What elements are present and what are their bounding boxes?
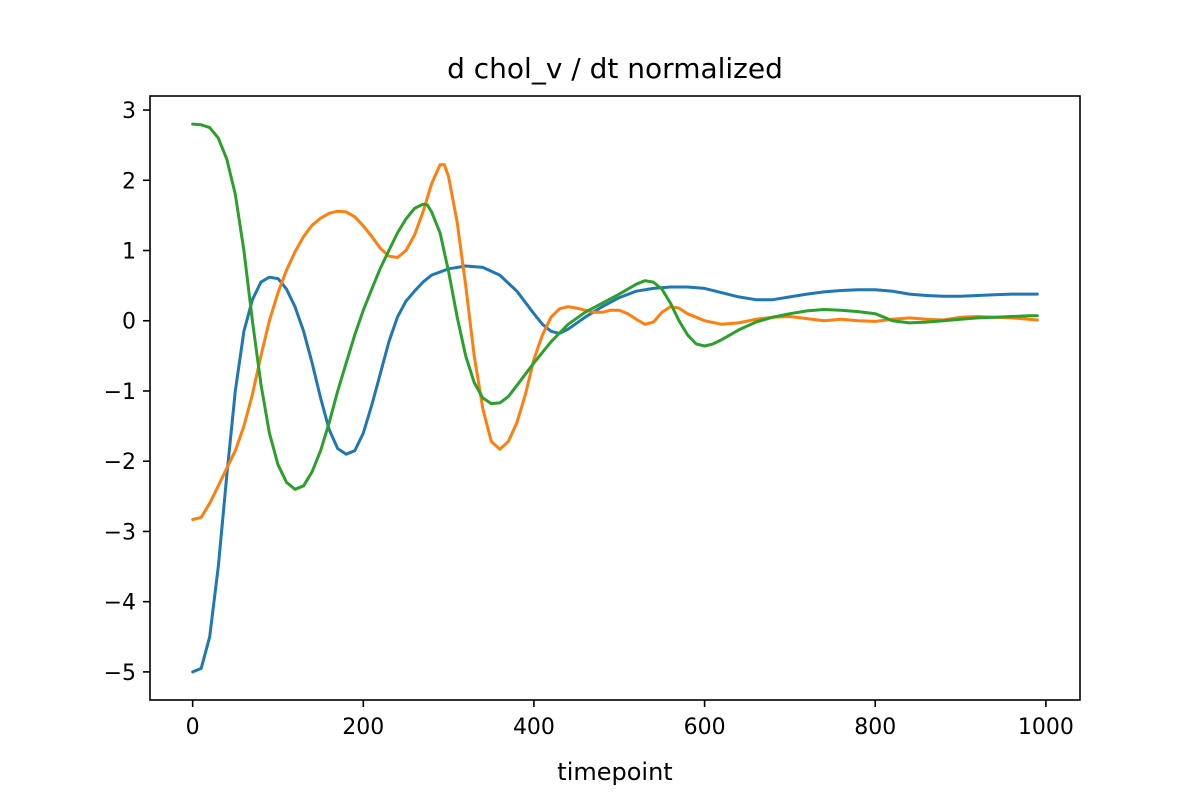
y-tick-label: −1	[104, 380, 136, 405]
chart-title: d chol_v / dt normalized	[447, 52, 783, 85]
x-axis-label: timepoint	[557, 758, 672, 786]
x-tick-label: 400	[513, 715, 555, 740]
x-tick-label: 600	[684, 715, 726, 740]
y-tick-label: −5	[104, 661, 136, 686]
y-tick-label: −2	[104, 450, 136, 475]
y-tick-label: −3	[104, 520, 136, 545]
series-line-2	[191, 163, 1039, 521]
y-tick-label: 0	[122, 310, 136, 335]
x-tick-label: 200	[342, 715, 384, 740]
x-tick-label: 800	[854, 715, 896, 740]
ticks-layer: 0 200 400 600 800 1000 −5 −4 −3 −2 −1 0 1 2 3	[104, 99, 1074, 740]
x-tick-label: 0	[186, 715, 200, 740]
y-tick-label: 2	[122, 169, 136, 194]
y-tick-label: 1	[122, 240, 136, 265]
x-tick-label: 1000	[1018, 715, 1074, 740]
y-tick-label: −4	[104, 591, 136, 616]
series-layer	[191, 122, 1039, 674]
series-line-3	[191, 122, 1039, 491]
plot-frame	[149, 95, 1081, 701]
y-tick-label: 3	[122, 99, 136, 124]
series-line-1	[191, 264, 1039, 674]
